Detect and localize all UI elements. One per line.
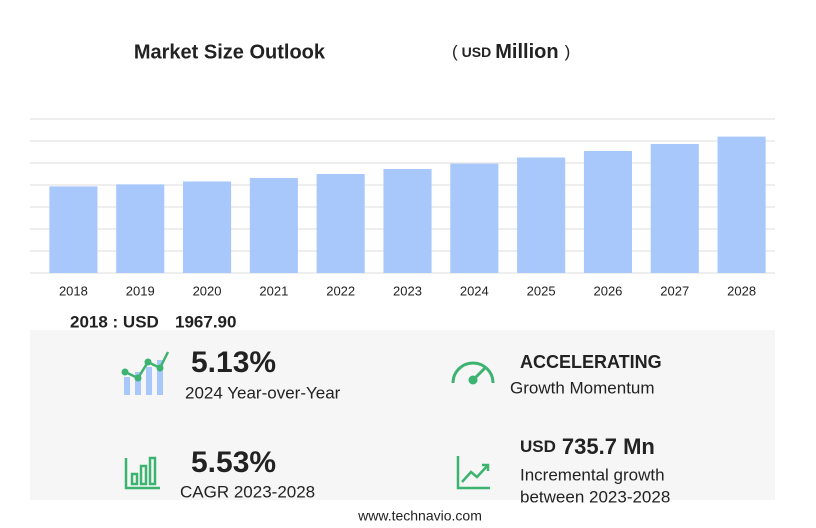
cagr-label: CAGR 2023-2028 xyxy=(180,482,315,501)
yoy-label: 2024 Year-over-Year xyxy=(185,383,341,402)
unit-open: ( xyxy=(452,42,458,61)
x-tick-label: 2019 xyxy=(126,283,155,298)
bar xyxy=(717,136,766,273)
x-tick-label: 2020 xyxy=(193,283,222,298)
x-tick-label: 2028 xyxy=(727,283,756,298)
increment-label-1: Incremental growth xyxy=(520,465,665,484)
base-value: 1967.90 xyxy=(175,312,236,331)
footer: www.technavio.com xyxy=(357,508,482,524)
bar xyxy=(316,174,365,273)
increment-label-2: between 2023-2028 xyxy=(520,487,670,506)
x-tick-label: 2026 xyxy=(593,283,622,298)
bar xyxy=(650,143,699,273)
increment-icon xyxy=(456,456,490,490)
bar xyxy=(182,181,232,273)
bar xyxy=(517,157,566,273)
unit-close: ) xyxy=(565,42,571,61)
bar xyxy=(583,150,633,273)
x-tick-label: 2018 xyxy=(59,283,88,298)
x-tick-label: 2027 xyxy=(660,283,689,298)
increment: USD 735.7 Mn xyxy=(520,434,655,459)
x-tick-label: 2023 xyxy=(393,283,422,298)
yoy-value: 5.13% xyxy=(191,346,276,379)
cagr-icon xyxy=(124,456,160,490)
x-tick-label: 2021 xyxy=(259,283,288,298)
unit-name: Million xyxy=(495,41,558,63)
x-tick-label: 2022 xyxy=(326,283,355,298)
chart-title: Market Size Outlook xyxy=(134,41,326,63)
base-label: 2018 : USD xyxy=(70,312,159,331)
unit-currency: USD xyxy=(462,44,492,60)
x-tick-label: 2024 xyxy=(460,283,489,298)
yoy-icon xyxy=(121,351,170,395)
increment-value: 735.7 Mn xyxy=(562,434,655,459)
bar xyxy=(116,184,165,273)
momentum-value: ACCELERATING xyxy=(520,352,662,372)
momentum-label: Growth Momentum xyxy=(510,378,655,397)
bar xyxy=(49,186,98,273)
x-tick-label: 2025 xyxy=(527,283,556,298)
increment-currency: USD xyxy=(520,437,556,456)
bar xyxy=(249,178,298,273)
bar xyxy=(383,168,432,273)
title-unit: (USD Million) xyxy=(452,41,570,63)
bar xyxy=(450,163,499,273)
cagr-value: 5.53% xyxy=(191,446,276,479)
momentum-icon xyxy=(451,361,495,385)
